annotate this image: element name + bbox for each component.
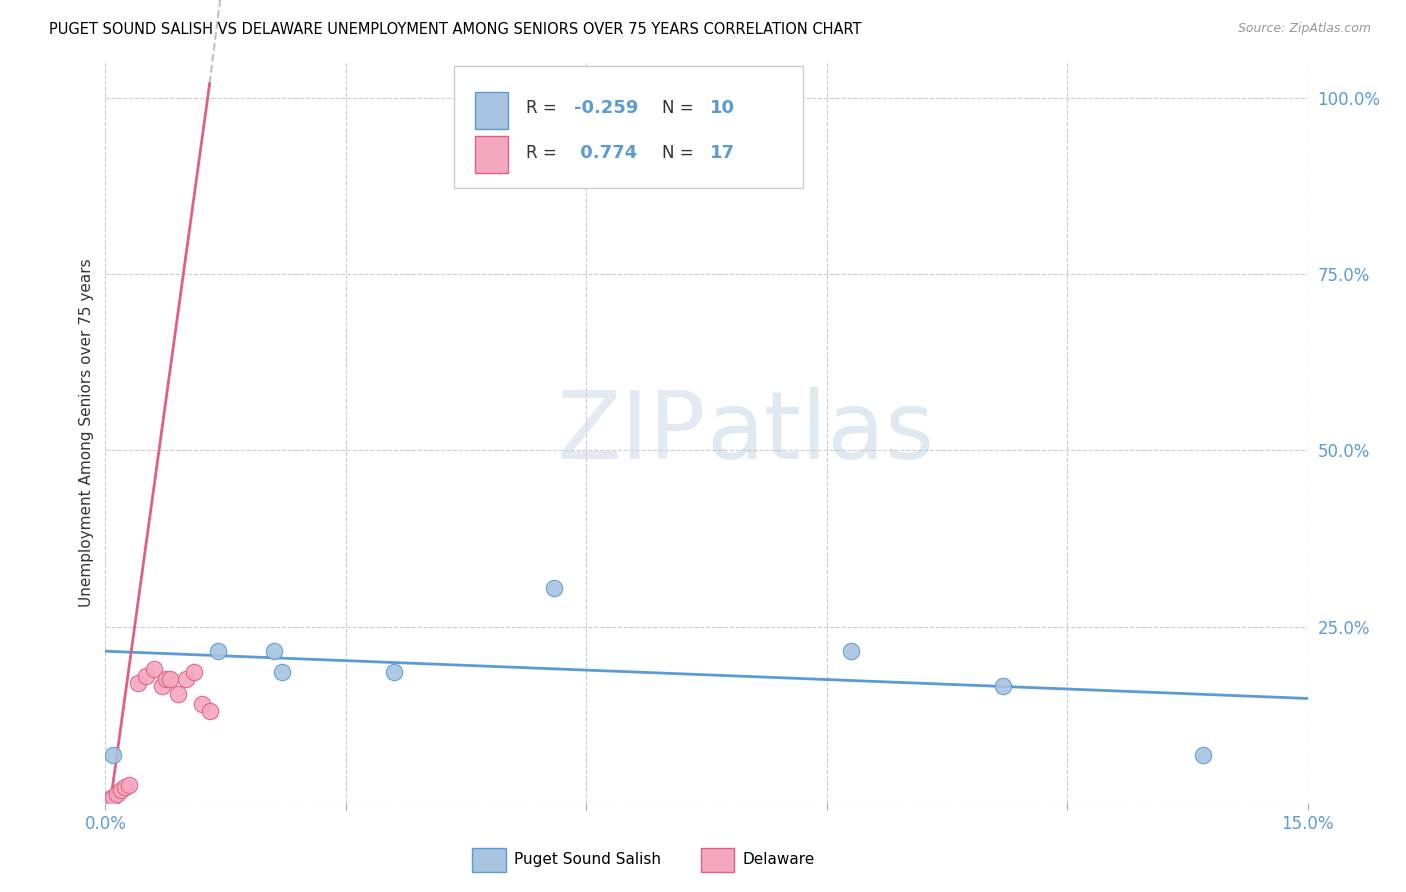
FancyBboxPatch shape: [474, 92, 508, 129]
Point: [198, 704, 221, 718]
Point: [127, 676, 149, 690]
Y-axis label: Unemployment Among Seniors over 75 years: Unemployment Among Seniors over 75 years: [79, 259, 94, 607]
Text: Source: ZipAtlas.com: Source: ZipAtlas.com: [1237, 22, 1371, 36]
Point: [103, 790, 125, 805]
Text: R =: R =: [526, 99, 562, 118]
Point: [190, 697, 212, 711]
Point: [118, 778, 141, 792]
Text: N =: N =: [662, 99, 699, 118]
Text: PUGET SOUND SALISH VS DELAWARE UNEMPLOYMENT AMONG SENIORS OVER 75 YEARS CORRELAT: PUGET SOUND SALISH VS DELAWARE UNEMPLOYM…: [49, 22, 862, 37]
Point: [110, 783, 132, 797]
Point: [207, 644, 229, 658]
Text: 0.774: 0.774: [574, 144, 637, 161]
Text: atlas: atlas: [707, 386, 935, 479]
Point: [382, 665, 405, 680]
Point: [991, 680, 1014, 694]
Text: N =: N =: [662, 144, 699, 161]
Point: [98, 791, 121, 805]
Text: R =: R =: [526, 144, 562, 161]
Text: Delaware: Delaware: [742, 853, 815, 867]
Point: [98, 794, 121, 808]
Text: Puget Sound Salish: Puget Sound Salish: [515, 853, 661, 867]
Point: [166, 686, 188, 700]
Text: ZIP: ZIP: [557, 386, 707, 479]
Point: [135, 669, 157, 683]
Point: [543, 581, 565, 595]
Point: [1192, 747, 1215, 762]
Point: [159, 673, 181, 687]
FancyBboxPatch shape: [700, 848, 734, 871]
Point: [114, 780, 136, 795]
Point: [155, 673, 177, 687]
Point: [263, 644, 285, 658]
Point: [270, 665, 292, 680]
Point: [183, 665, 205, 680]
Text: -0.259: -0.259: [574, 99, 638, 118]
FancyBboxPatch shape: [472, 848, 506, 871]
Point: [142, 662, 165, 676]
Point: [150, 680, 173, 694]
Point: [839, 644, 862, 658]
Point: [103, 747, 125, 762]
FancyBboxPatch shape: [474, 136, 508, 174]
Text: 17: 17: [710, 144, 735, 161]
FancyBboxPatch shape: [454, 66, 803, 188]
Point: [174, 673, 197, 687]
Point: [107, 788, 129, 802]
Text: 10: 10: [710, 99, 735, 118]
